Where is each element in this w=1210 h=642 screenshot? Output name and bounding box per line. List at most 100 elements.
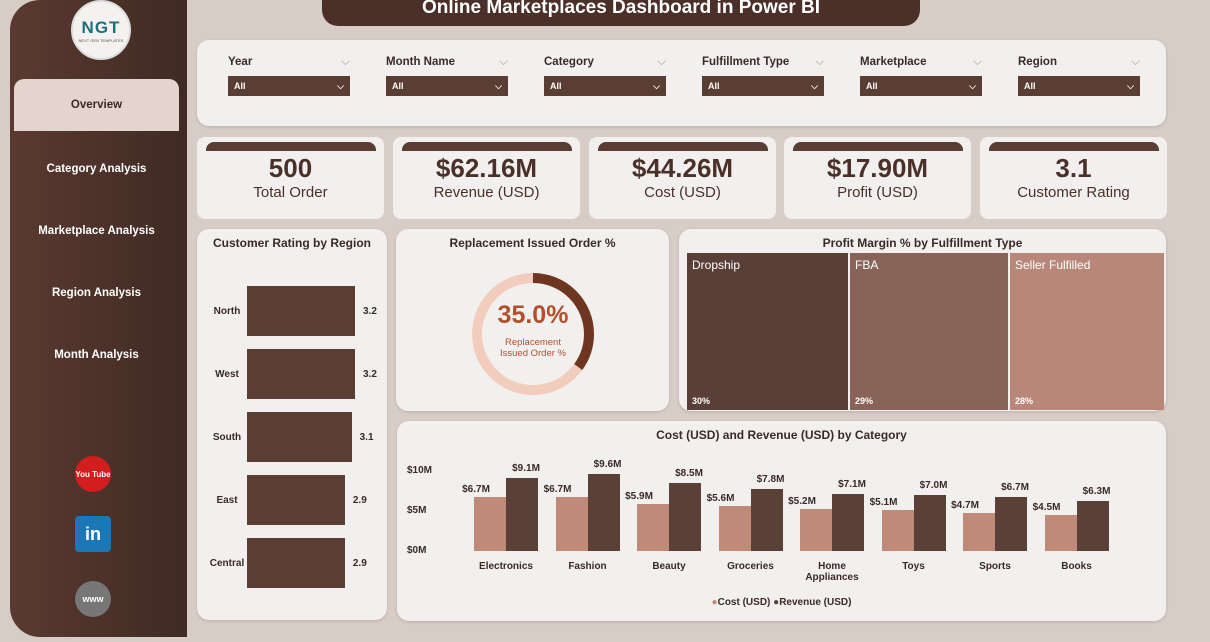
filter-1[interactable]: Month Name ⌵ All ⌵: [386, 56, 508, 96]
chevron-down-icon[interactable]: ⌵: [973, 56, 982, 68]
data-label: $5.9M: [625, 490, 653, 502]
filter-value: All: [550, 81, 562, 91]
filter-dropdown[interactable]: All ⌵: [544, 76, 666, 96]
category-label: Toys: [902, 561, 925, 572]
nav-marketplace-analysis[interactable]: Marketplace Analysis: [38, 225, 155, 237]
filter-value: All: [392, 81, 404, 91]
data-label: 3.2: [363, 368, 377, 380]
chevron-down-icon[interactable]: ⌵: [499, 56, 508, 68]
bar-revenue[interactable]: [587, 474, 620, 551]
tile-value: 30%: [692, 396, 711, 406]
filter-dropdown[interactable]: All ⌵: [860, 76, 982, 96]
nav-region-analysis[interactable]: Region Analysis: [51, 287, 142, 299]
bar-cost[interactable]: [881, 510, 914, 551]
bar-revenue[interactable]: [995, 497, 1027, 551]
treemap-tile[interactable]: Seller Fulfilled 28%: [1010, 253, 1164, 410]
bar[interactable]: [247, 286, 355, 336]
nav-overview[interactable]: Overview: [14, 79, 179, 131]
bar-cost[interactable]: [800, 509, 832, 551]
nav-month-analysis[interactable]: Month Analysis: [54, 349, 139, 361]
bar-cost[interactable]: [474, 497, 506, 551]
chevron-down-icon[interactable]: ⌵: [341, 56, 350, 68]
bar-cost[interactable]: [555, 497, 588, 551]
bar[interactable]: [247, 349, 355, 399]
linkedin-icon[interactable]: in: [75, 516, 111, 552]
kpi-cap: [401, 142, 572, 151]
filter-label: Region: [1018, 56, 1057, 68]
youtube-icon[interactable]: You Tube: [75, 456, 111, 492]
bar-cost[interactable]: [637, 503, 669, 551]
category-label: Home Appliances: [805, 561, 859, 583]
bar-cost[interactable]: [718, 506, 751, 551]
bar-revenue[interactable]: [832, 494, 864, 551]
kpi-cap: [597, 142, 768, 151]
treemap-tile[interactable]: FBA 29%: [850, 253, 1008, 410]
profit-margin-treemap: Profit Margin % by Fulfillment Type Drop…: [679, 229, 1166, 411]
tile-value: 28%: [1015, 396, 1034, 406]
filter-label-row: Month Name ⌵: [386, 56, 508, 69]
donut-label: Replacement Issued Order %: [500, 337, 566, 359]
data-label: $6.3M: [1082, 485, 1111, 497]
replacement-issued-chart: Replacement Issued Order % 35.0% Replace…: [396, 229, 669, 411]
legend: ●Cost (USD) ●Revenue (USD): [397, 597, 1166, 608]
page-title: Online Marketplaces Dashboard in Power B…: [322, 0, 920, 26]
bar[interactable]: [247, 475, 345, 525]
bar-row: Central 2.9: [207, 538, 377, 588]
treemap-tile[interactable]: Dropship 30%: [687, 253, 848, 410]
nav-category-analysis[interactable]: Category Analysis: [46, 163, 147, 175]
legend-revenue-swatch: ●: [773, 597, 780, 608]
chevron-down-icon: ⌵: [495, 80, 502, 91]
region-label: North: [213, 305, 241, 317]
filter-dropdown[interactable]: All ⌵: [1018, 76, 1140, 96]
filter-label-row: Year ⌵: [228, 56, 350, 69]
bar[interactable]: [247, 538, 345, 588]
globe-icon[interactable]: www: [75, 581, 111, 617]
data-label: $6.7M: [1001, 482, 1029, 494]
data-label: $8.5M: [675, 468, 703, 479]
bar-cost[interactable]: [963, 513, 995, 551]
category-label: Electronics: [479, 561, 533, 572]
chevron-down-icon: ⌵: [337, 80, 344, 91]
data-label: 2.9: [352, 494, 367, 506]
bar[interactable]: [247, 412, 352, 462]
bar-revenue[interactable]: [1076, 500, 1109, 551]
data-label: $6.7M: [543, 484, 572, 496]
filter-panel: Year ⌵ All ⌵ Month Name ⌵ All ⌵ Category ⌵ All ⌵ Ful…: [197, 40, 1166, 126]
filter-dropdown[interactable]: All ⌵: [228, 76, 350, 96]
chevron-down-icon: ⌵: [811, 80, 818, 91]
bar-row: West 3.2: [207, 349, 377, 399]
kpi-card: $62.16M Revenue (USD): [393, 137, 580, 219]
bar-revenue[interactable]: [913, 495, 946, 551]
filter-4[interactable]: Marketplace ⌵ All ⌵: [860, 56, 982, 96]
chevron-down-icon[interactable]: ⌵: [815, 56, 824, 68]
data-label: $4.7M: [951, 500, 979, 512]
bar-revenue[interactable]: [669, 483, 701, 551]
filter-label-row: Fulfillment Type ⌵: [702, 56, 824, 69]
filter-label-row: Category ⌵: [544, 56, 666, 69]
filter-value: All: [866, 81, 878, 91]
data-label: $7.0M: [919, 480, 948, 491]
filter-value: All: [1024, 81, 1036, 91]
filter-0[interactable]: Year ⌵ All ⌵: [228, 56, 350, 96]
chevron-down-icon[interactable]: ⌵: [1131, 56, 1140, 68]
filter-label: Month Name: [386, 56, 455, 68]
chevron-down-icon[interactable]: ⌵: [657, 56, 666, 68]
legend-cost-swatch: ●: [711, 597, 718, 608]
filter-dropdown[interactable]: All ⌵: [702, 76, 824, 96]
kpi-label: Profit (USD): [837, 184, 918, 201]
filter-label-row: Marketplace ⌵: [860, 56, 982, 69]
filter-5[interactable]: Region ⌵ All ⌵: [1018, 56, 1140, 96]
filter-dropdown[interactable]: All ⌵: [386, 76, 508, 96]
data-label: $5.1M: [869, 497, 898, 509]
donut-arc: [472, 273, 594, 395]
bar-cost[interactable]: [1044, 515, 1077, 551]
filter-2[interactable]: Category ⌵ All ⌵: [544, 56, 666, 96]
legend-cost: Cost (USD): [717, 597, 771, 608]
bar-revenue[interactable]: [506, 478, 538, 551]
bar-revenue[interactable]: [750, 488, 783, 551]
data-label: 3.2: [363, 305, 377, 317]
filter-3[interactable]: Fulfillment Type ⌵ All ⌵: [702, 56, 824, 96]
data-label: $9.6M: [593, 459, 622, 471]
chart-title: Profit Margin % by Fulfillment Type: [822, 236, 1023, 250]
tile-label: FBA: [855, 258, 879, 272]
